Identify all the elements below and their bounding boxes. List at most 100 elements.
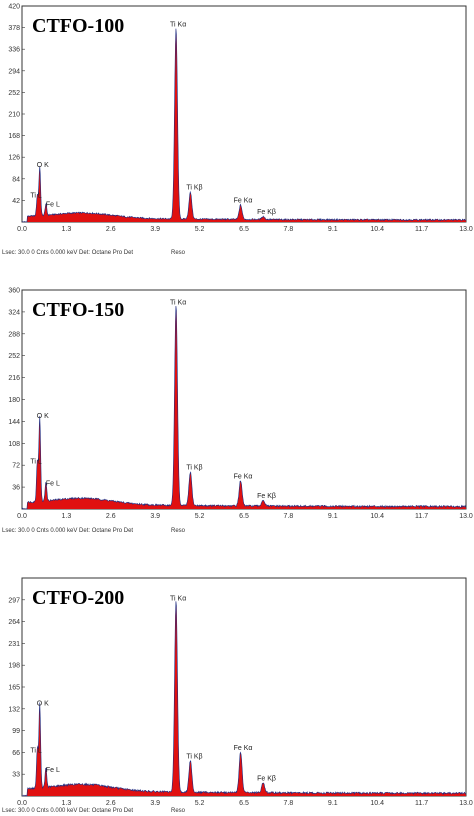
x-tick-label: 3.9 (150, 800, 160, 807)
peak-label: Ti Kβ (186, 465, 202, 472)
peak-label: Fe L (46, 481, 60, 488)
y-tick-label: 324 (8, 309, 20, 316)
x-tick-label: 9.1 (328, 226, 338, 233)
x-tick-label: 1.3 (62, 800, 72, 807)
plot-frame (21, 577, 467, 797)
plot-frame (21, 5, 467, 223)
y-tick-label: 264 (8, 619, 20, 626)
x-tick-label: 1.3 (62, 226, 72, 233)
x-tick-label: 11.7 (415, 226, 428, 233)
spectrum-line (21, 28, 467, 223)
y-tick-label: 297 (8, 597, 20, 604)
x-tick-label: 0.0 (17, 226, 27, 233)
x-tick-label: 7.8 (284, 800, 294, 807)
peak-label: Ti Kα (170, 595, 186, 602)
eds-panel-2: 36 72 108 144 180 216 252 288 324 360 0.0 1.3 2.6 3.9… (0, 280, 474, 542)
y-tick-label: 252 (8, 90, 20, 97)
peak-label: Fe Kα (234, 198, 253, 205)
y-tick-label: 210 (8, 112, 20, 119)
peak-label: Fe Kβ (257, 493, 276, 500)
y-tick-label: 294 (8, 68, 20, 75)
y-tick-label: 216 (8, 375, 20, 382)
eds-spectrum-chart-ctfo-150: 36 72 108 144 180 216 252 288 324 360 0.0 1.3 2.6 3.9… (2, 288, 473, 535)
eds-panel-1: 42 84 126 168 210 252 294 336 378 420 0.0 1.3 2.6 3.9… (0, 0, 474, 262)
peak-label: O K (37, 700, 49, 707)
peak-label: Fe L (46, 767, 60, 774)
peak-label: Fe Kβ (257, 209, 276, 216)
y-tick-label: 99 (12, 728, 20, 735)
eds-spectrum-chart-ctfo-100: 42 84 126 168 210 252 294 336 378 420 0.0 1.3 2.6 3.9… (2, 4, 473, 257)
eds-panel-3: 33 66 99 132 165 198 231 264 297 0.0 1.3 2.6 3.9 5.2 6… (0, 554, 474, 816)
y-tick-label: 144 (8, 419, 20, 426)
x-tick-label: 6.5 (239, 513, 249, 520)
status-line: Lsec: 30.0 0 Cnts 0.000 keV Det: Octane … (2, 808, 133, 814)
x-tick-label: 0.0 (17, 800, 27, 807)
x-tick-label: 0.0 (17, 513, 27, 520)
peak-label: Fe Kα (234, 745, 253, 752)
y-tick-label: 108 (8, 441, 20, 448)
spectrum-line (21, 306, 467, 510)
status-line: Lsec: 30.0 0 Cnts 0.000 keV Det: Octane … (2, 250, 133, 256)
x-tick-label: 6.5 (239, 226, 249, 233)
x-tick-label: 5.2 (195, 800, 205, 807)
peak-label: Ti L (30, 747, 42, 754)
status-reso: Reso (171, 808, 186, 814)
x-tick-label: 3.9 (150, 226, 160, 233)
peak-label: Ti Kβ (186, 753, 202, 760)
y-tick-label: 288 (8, 331, 20, 338)
peak-label: Ti Kα (170, 22, 186, 29)
y-tick-label: 84 (12, 176, 20, 183)
peak-label: O K (37, 162, 49, 169)
y-tick-label: 168 (8, 133, 20, 140)
y-tick-label: 252 (8, 353, 20, 360)
x-tick-label: 9.1 (328, 513, 338, 520)
y-tick-label: 33 (12, 772, 20, 779)
peak-label: Ti L (30, 459, 42, 466)
x-tick-label: 11.7 (415, 800, 428, 807)
y-tick-label: 126 (8, 155, 20, 162)
x-tick-label: 6.5 (239, 800, 249, 807)
y-tick-label: 42 (12, 198, 20, 205)
plot-frame (21, 289, 467, 510)
x-tick-label: 3.9 (150, 513, 160, 520)
peak-label: Fe Kβ (257, 775, 276, 782)
status-reso: Reso (171, 250, 186, 256)
eds-spectrum-chart-ctfo-200: 33 66 99 132 165 198 231 264 297 0.0 1.3 2.6 3.9 5.2 6… (2, 577, 473, 814)
chart-title: CTFO-150 (32, 299, 124, 321)
y-tick-label: 336 (8, 47, 20, 54)
y-tick-label: 132 (8, 706, 20, 713)
chart-title: CTFO-200 (32, 587, 124, 609)
y-tick-label: 66 (12, 750, 20, 757)
peak-label: Ti L (30, 192, 42, 199)
x-tick-label: 5.2 (195, 226, 205, 233)
x-tick-label: 7.8 (284, 226, 294, 233)
x-tick-label: 10.4 (370, 513, 384, 520)
x-tick-label: 13.0 (459, 226, 473, 233)
status-line: Lsec: 30.0 0 Cnts 0.000 keV Det: Octane … (2, 528, 133, 534)
x-tick-label: 13.0 (459, 800, 473, 807)
peak-label: Fe Kα (234, 473, 253, 480)
y-tick-label: 378 (8, 25, 20, 32)
x-tick-label: 11.7 (415, 513, 428, 520)
y-tick-label: 36 (12, 485, 20, 492)
y-tick-label: 231 (8, 641, 20, 648)
x-tick-label: 2.6 (106, 226, 116, 233)
x-tick-label: 13.0 (459, 513, 473, 520)
y-tick-label: 165 (8, 685, 20, 692)
x-tick-label: 2.6 (106, 800, 116, 807)
x-tick-label: 2.6 (106, 513, 116, 520)
x-tick-label: 9.1 (328, 800, 338, 807)
chart-title: CTFO-100 (32, 15, 124, 37)
peak-label: Ti Kβ (186, 184, 202, 191)
peak-label: O K (37, 413, 49, 420)
peak-label: Fe L (46, 202, 60, 209)
y-tick-label: 72 (12, 463, 20, 470)
status-reso: Reso (171, 528, 186, 534)
y-tick-label: 360 (8, 288, 20, 295)
x-tick-label: 10.4 (370, 226, 384, 233)
y-tick-label: 198 (8, 663, 20, 670)
x-tick-label: 7.8 (284, 513, 294, 520)
x-tick-label: 5.2 (195, 513, 205, 520)
x-tick-label: 1.3 (62, 513, 72, 520)
peak-label: Ti Kα (170, 299, 186, 306)
